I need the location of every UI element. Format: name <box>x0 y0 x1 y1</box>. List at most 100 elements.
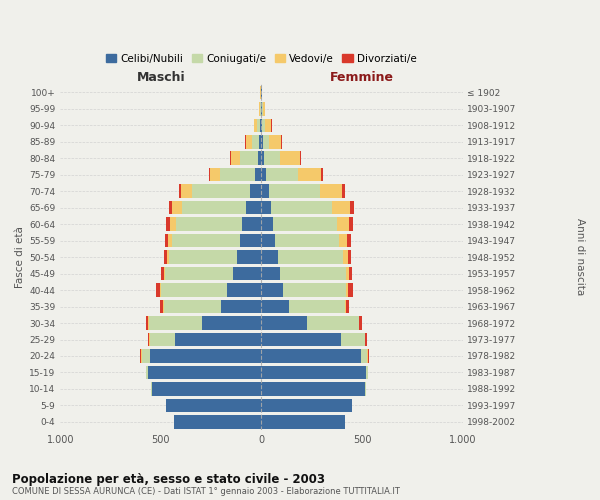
Bar <box>349 250 351 264</box>
Legend: Celibi/Nubili, Coniugati/e, Vedovi/e, Divorziati/e: Celibi/Nubili, Coniugati/e, Vedovi/e, Di… <box>102 50 421 68</box>
Bar <box>149 332 150 346</box>
Bar <box>345 300 346 314</box>
Bar <box>346 267 349 280</box>
Bar <box>175 332 262 346</box>
Bar <box>307 316 359 330</box>
Bar <box>262 316 307 330</box>
Bar <box>150 332 175 346</box>
Bar <box>181 184 192 198</box>
Bar <box>262 349 361 362</box>
Bar <box>169 250 237 264</box>
Bar <box>262 332 341 346</box>
Bar <box>263 102 265 116</box>
Bar <box>341 332 365 346</box>
Bar <box>250 184 262 198</box>
Bar <box>148 316 149 330</box>
Bar <box>262 398 352 412</box>
Bar <box>340 234 347 247</box>
Bar <box>230 152 239 165</box>
Bar <box>151 382 152 396</box>
Bar <box>347 234 351 247</box>
Bar <box>240 234 262 247</box>
Bar <box>176 218 242 231</box>
Bar <box>263 135 269 148</box>
Bar <box>262 415 346 428</box>
Bar <box>337 218 349 231</box>
Bar <box>346 300 349 314</box>
Bar <box>260 102 261 116</box>
Bar <box>161 267 164 280</box>
Bar <box>149 316 202 330</box>
Bar <box>152 382 262 396</box>
Bar <box>164 234 168 247</box>
Bar <box>237 250 262 264</box>
Bar <box>262 267 280 280</box>
Bar <box>141 349 142 362</box>
Bar <box>359 316 362 330</box>
Bar <box>262 118 265 132</box>
Bar <box>179 184 181 198</box>
Bar <box>156 284 160 297</box>
Bar <box>262 201 271 214</box>
Bar <box>273 218 337 231</box>
Bar <box>343 250 349 264</box>
Bar <box>220 168 256 181</box>
Bar <box>262 184 269 198</box>
Bar <box>233 267 262 280</box>
Bar <box>269 184 320 198</box>
Bar <box>262 102 263 116</box>
Bar <box>289 300 345 314</box>
Bar <box>365 382 366 396</box>
Bar <box>160 284 161 297</box>
Bar <box>168 234 172 247</box>
Bar <box>320 168 323 181</box>
Bar <box>332 201 350 214</box>
Bar <box>169 201 172 214</box>
Bar <box>349 267 352 280</box>
Bar <box>161 284 227 297</box>
Bar <box>264 152 280 165</box>
Bar <box>172 201 182 214</box>
Bar <box>262 168 266 181</box>
Bar <box>259 135 262 148</box>
Bar <box>265 118 271 132</box>
Bar <box>247 135 252 148</box>
Bar <box>348 284 353 297</box>
Bar <box>349 218 353 231</box>
Bar <box>140 349 141 362</box>
Bar <box>258 152 262 165</box>
Bar <box>266 168 298 181</box>
Bar <box>170 218 176 231</box>
Bar <box>368 349 369 362</box>
Text: Popolazione per età, sesso e stato civile - 2003: Popolazione per età, sesso e stato civil… <box>12 472 325 486</box>
Bar <box>367 349 368 362</box>
Bar <box>165 267 233 280</box>
Text: Maschi: Maschi <box>137 71 185 84</box>
Bar <box>209 168 210 181</box>
Bar <box>210 168 220 181</box>
Bar <box>365 332 367 346</box>
Bar <box>146 366 148 379</box>
Bar <box>262 234 275 247</box>
Bar <box>166 398 262 412</box>
Bar <box>142 349 150 362</box>
Bar <box>342 184 345 198</box>
Bar <box>280 267 346 280</box>
Bar <box>148 332 149 346</box>
Bar <box>262 250 278 264</box>
Bar <box>221 300 262 314</box>
Bar <box>366 366 368 379</box>
Bar <box>283 284 346 297</box>
Bar <box>299 152 301 165</box>
Bar <box>271 201 332 214</box>
Bar <box>262 152 264 165</box>
Bar <box>227 284 262 297</box>
Text: COMUNE DI SESSA AURUNCA (CE) - Dati ISTAT 1° gennaio 2003 - Elaborazione TUTTITA: COMUNE DI SESSA AURUNCA (CE) - Dati ISTA… <box>12 487 400 496</box>
Bar <box>172 234 240 247</box>
Bar <box>182 201 247 214</box>
Bar <box>150 349 262 362</box>
Bar <box>281 135 282 148</box>
Bar <box>278 250 343 264</box>
Bar <box>146 316 148 330</box>
Bar <box>298 168 320 181</box>
